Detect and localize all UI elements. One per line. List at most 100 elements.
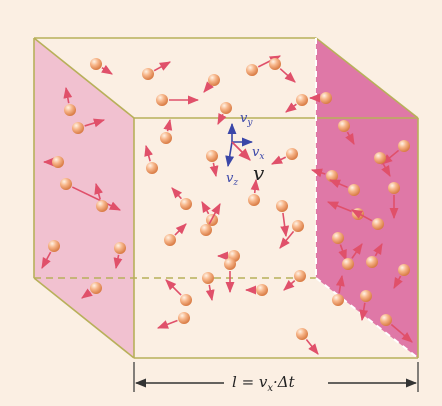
- velocity-arrow: [113, 254, 123, 270]
- velocity-arrow: [94, 182, 103, 200]
- gas-molecule: [374, 152, 386, 164]
- velocity-arrow: [144, 144, 153, 162]
- v-resultant-arrow: [231, 141, 251, 161]
- gas-molecule: [178, 312, 190, 324]
- length-dimension: l = vx·Δt: [133, 362, 419, 394]
- gas-molecule: [220, 102, 232, 114]
- velocity-arrow: [163, 118, 173, 132]
- velocity-arrow: [208, 203, 221, 225]
- velocity-arrow: [63, 86, 73, 104]
- gas-molecule: [398, 140, 410, 152]
- velocity-arrow: [283, 279, 296, 291]
- gas-molecule: [332, 294, 344, 306]
- left-face: [34, 38, 134, 358]
- velocity-arrow: [381, 149, 400, 165]
- velocity-arrow: [310, 168, 326, 178]
- gas-molecule: [60, 178, 72, 190]
- velocity-arrow: [174, 223, 187, 236]
- velocity-arrow: [171, 187, 183, 200]
- velocity-arrow: [359, 302, 369, 322]
- length-formula-label: l = vx·Δt: [232, 373, 296, 394]
- gas-molecule: [294, 270, 306, 282]
- gas-molecule: [224, 258, 236, 270]
- gas-molecule: [206, 150, 218, 162]
- gas-molecule: [96, 200, 108, 212]
- velocity-arrow: [101, 64, 113, 75]
- gas-molecule: [146, 162, 158, 174]
- gas-molecule: [360, 290, 372, 302]
- velocity-components: vy vx vz v: [225, 111, 265, 188]
- velocity-arrow: [217, 112, 227, 126]
- velocity-arrow: [84, 118, 106, 128]
- gas-molecule: [180, 198, 192, 210]
- velocity-arrow: [153, 61, 171, 72]
- gas-molecule: [90, 58, 102, 70]
- gas-molecule: [200, 224, 212, 236]
- gas-molecule: [72, 122, 84, 134]
- velocity-arrow: [279, 230, 295, 249]
- vx-label: vx: [252, 145, 264, 162]
- velocity-arrow: [345, 131, 355, 145]
- velocity-arrow: [373, 243, 383, 257]
- gas-molecule: [342, 258, 354, 270]
- box-edges: [33, 37, 419, 359]
- gas-molecule: [269, 58, 281, 70]
- gas-molecule: [348, 184, 360, 196]
- velocity-arrow: [338, 244, 347, 262]
- vy-label: vy: [240, 111, 253, 128]
- gas-molecule: [48, 240, 60, 252]
- gas-molecule: [286, 148, 298, 160]
- gas-molecule: [248, 194, 260, 206]
- velocity-arrow: [270, 155, 287, 165]
- gas-molecule: [52, 156, 64, 168]
- gas-molecule: [338, 120, 350, 132]
- gas-molecule: [326, 170, 338, 182]
- gas-molecule: [164, 234, 176, 246]
- gas-molecule: [276, 200, 288, 212]
- gas-molecule: [208, 74, 220, 86]
- gas-molecule: [388, 182, 400, 194]
- velocity-arrow: [81, 288, 93, 299]
- v-label: v: [253, 161, 265, 185]
- velocity-arrow: [328, 179, 348, 189]
- gas-molecule: [64, 104, 76, 116]
- velocity-arrow: [335, 274, 345, 294]
- gas-molecule: [256, 284, 268, 296]
- gas-molecule: [372, 218, 384, 230]
- velocity-arrow: [393, 275, 403, 289]
- right-face: [316, 38, 418, 358]
- gas-molecule: [114, 242, 126, 254]
- gas-molecule: [320, 92, 332, 104]
- gas-molecule: [380, 314, 392, 326]
- gas-molecule: [156, 94, 168, 106]
- gas-molecule: [292, 220, 304, 232]
- gas-molecule: [332, 232, 344, 244]
- velocity-arrow: [351, 243, 363, 259]
- velocity-arrow: [165, 279, 182, 296]
- vz-axis-arrow: [225, 141, 235, 168]
- molecules-group: [41, 55, 413, 355]
- gas-molecule: [366, 256, 378, 268]
- velocity-arrow: [41, 251, 52, 269]
- velocity-arrow: [351, 209, 373, 222]
- velocity-arrow: [381, 163, 391, 177]
- gas-molecule: [202, 272, 214, 284]
- velocity-arrow: [305, 338, 319, 355]
- velocity-arrow: [285, 102, 297, 113]
- gas-molecule: [90, 282, 102, 294]
- velocity-arrow: [250, 178, 260, 194]
- gas-molecule: [296, 94, 308, 106]
- velocity-arrow: [279, 68, 296, 83]
- velocity-arrow: [201, 201, 211, 215]
- velocity-arrow: [205, 284, 215, 302]
- gas-molecule: [296, 328, 308, 340]
- velocity-arrow: [156, 319, 178, 329]
- gas-molecule: [246, 64, 258, 76]
- velocity-arrow: [390, 323, 413, 343]
- velocity-arrow: [71, 186, 122, 211]
- gas-molecule: [142, 68, 154, 80]
- velocity-arrow: [257, 55, 282, 68]
- gas-molecule: [398, 264, 410, 276]
